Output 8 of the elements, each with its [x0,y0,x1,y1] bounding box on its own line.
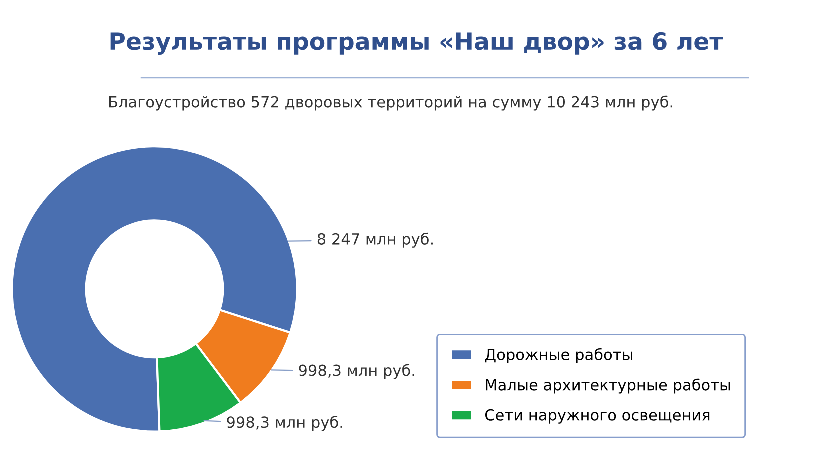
chart-title: Результаты программы «Наш двор» за 6 лет [110,32,724,56]
legend-label: Сети наружного освещения [486,409,710,424]
data-label: 998,3 млн руб. [299,364,414,380]
chart-subtitle: Благоустройство 572 дворовых территорий на сумму 10 243 млн руб. [109,96,672,111]
legend-label: Малые архитектурные работы [486,378,730,394]
legend-label: Дорожные работы [485,348,632,364]
data-label: 8 247 млн руб. [318,232,433,248]
data-label: 998,3 млн руб. [227,416,342,432]
